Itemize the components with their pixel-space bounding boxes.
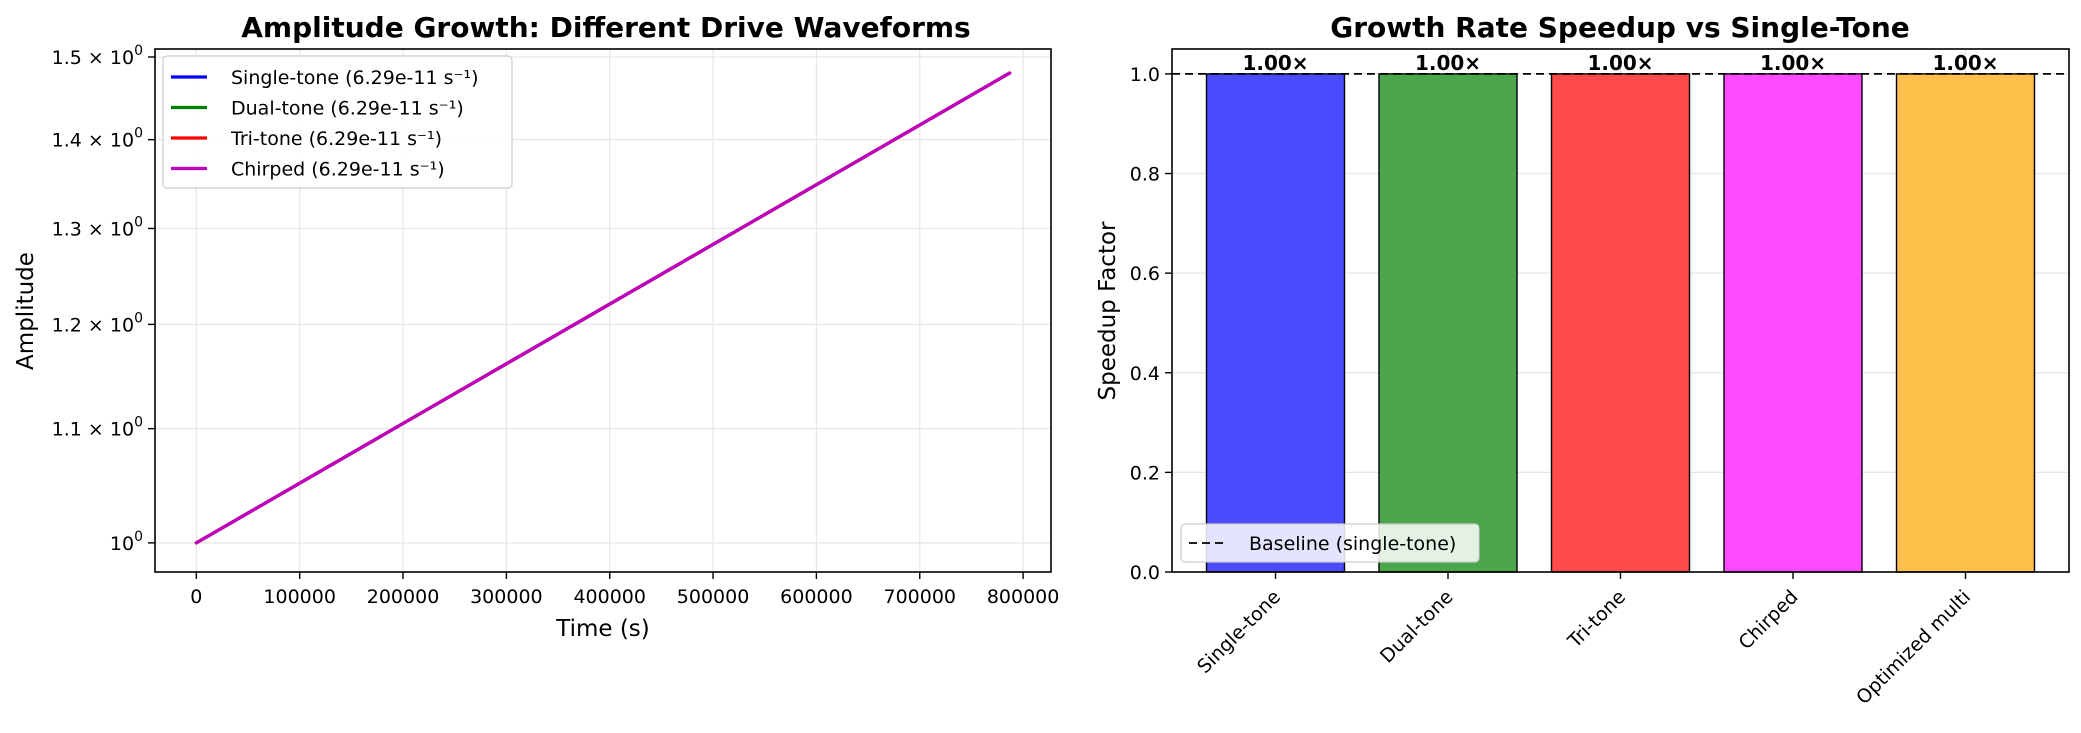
left-chart-title: Amplitude Growth: Different Drive Wavefo… (241, 11, 970, 44)
right-y-tick-label: 0.2 (1130, 462, 1160, 484)
left-x-tick-label: 100000 (263, 586, 336, 608)
left-x-tick-label: 600000 (780, 586, 853, 608)
left-x-tick-label: 700000 (883, 586, 956, 608)
right-y-tick-label: 0.0 (1130, 562, 1160, 584)
left-axis-ticks: 0 100000 200000 300000 400000 500000 600000 700… (52, 43, 1060, 608)
left-legend-entry: Dual-tone (6.29e-11 s⁻¹) (231, 98, 464, 120)
bar-dual-tone (1378, 73, 1518, 573)
left-plot-frame (154, 48, 1052, 573)
right-x-tick-label: Dual-tone (1376, 586, 1458, 668)
left-x-axis-label: Time (s) (555, 616, 650, 642)
right-legend: Baseline (single-tone) (1180, 523, 1480, 563)
bar-chirped (1723, 73, 1863, 573)
amplitude-growth-chart: Amplitude Growth: Different Drive Wavefo… (13, 11, 1059, 642)
bar-optimized-multi (1895, 73, 2036, 573)
left-x-tick-label: 300000 (470, 586, 543, 608)
left-x-tick-label: 0 (190, 586, 202, 608)
right-legend-box (1180, 523, 1480, 563)
left-x-tick-label: 200000 (367, 586, 440, 608)
left-legend-entry: Single-tone (6.29e-11 s⁻¹) (231, 67, 479, 89)
left-x-tick-label: 400000 (573, 586, 646, 608)
right-y-tick-label: 0.4 (1130, 363, 1160, 385)
left-y-axis-label: Amplitude (13, 252, 39, 370)
right-x-tick-label: Tri-tone (1563, 586, 1630, 653)
bar-data-label: 1.00× (1760, 51, 1826, 75)
right-y-tick-label: 1.0 (1130, 64, 1160, 86)
left-legend-box (162, 55, 513, 189)
bar-tri-tone (1550, 73, 1691, 573)
speedup-chart: Growth Rate Speedup vs Single-Tone 1.00×… (1095, 11, 2070, 709)
bar-single-tone (1205, 73, 1346, 573)
left-y-tick-label: 1.3 × 100 (52, 214, 143, 240)
right-x-tick-label: Single-tone (1193, 586, 1285, 678)
left-y-tick-label: 100 (110, 529, 143, 555)
left-y-tick-label: 1.2 × 100 (52, 310, 143, 336)
bar-data-label: 1.00× (1415, 51, 1481, 75)
left-x-tick-label: 800000 (987, 586, 1060, 608)
bar-data-label: 1.00× (1932, 51, 1998, 75)
left-legend-entry: Chirped (6.29e-11 s⁻¹) (231, 159, 445, 181)
left-y-tick-label: 1.1 × 100 (52, 415, 143, 441)
left-x-tick-label: 500000 (677, 586, 750, 608)
right-bars-group: 1.00× 1.00× 1.00× 1.00× 1.00× (1205, 51, 2036, 573)
bar-data-label: 1.00× (1242, 51, 1308, 75)
right-x-tick-label: Optimized multi (1852, 586, 1975, 709)
right-legend-entry: Baseline (single-tone) (1249, 533, 1456, 555)
left-series-line-3 (194, 71, 1012, 545)
bar-data-label: 1.00× (1587, 51, 1653, 75)
left-y-tick-label: 1.4 × 100 (52, 126, 143, 152)
right-y-tick-label: 0.8 (1130, 164, 1160, 186)
left-legend-entry: Tri-tone (6.29e-11 s⁻¹) (230, 128, 442, 150)
left-series-group (194, 71, 1012, 545)
left-y-tick-label: 1.5 × 100 (52, 43, 143, 69)
right-x-tick-label: Chirped (1734, 586, 1802, 654)
left-grid (155, 49, 1051, 572)
right-y-tick-label: 0.6 (1130, 263, 1160, 285)
right-chart-title: Growth Rate Speedup vs Single-Tone (1330, 11, 1910, 44)
left-legend: Single-tone (6.29e-11 s⁻¹) Dual-tone (6.2… (162, 55, 513, 189)
right-y-axis-label: Speedup Factor (1095, 221, 1121, 401)
